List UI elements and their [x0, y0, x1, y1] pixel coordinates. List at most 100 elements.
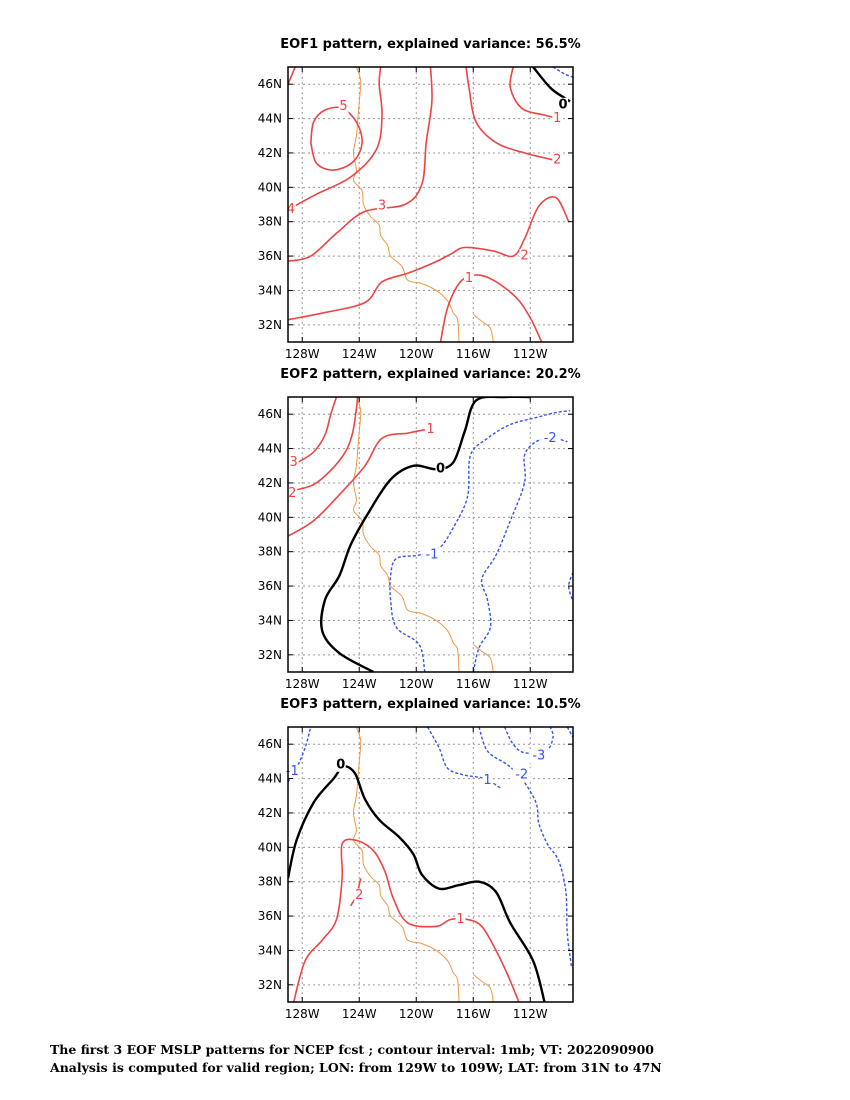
eof2-contour-neg3	[567, 572, 573, 602]
contour-label: -2	[544, 431, 557, 446]
contour-label: 2	[355, 888, 363, 903]
eof3-ytick-label: 42N	[258, 806, 282, 820]
contour-label: 1	[426, 422, 434, 437]
eof3-ytick-label: 32N	[258, 978, 282, 992]
eof1-xtick-label: 120W	[399, 347, 434, 361]
eof3-coastline-gulf	[472, 974, 494, 1002]
eof2-panel: EOF2 pattern, explained variance: 20.2% 3…	[258, 367, 581, 691]
eof3-ytick-label: 38N	[258, 875, 282, 889]
contour-label: 1	[456, 912, 464, 927]
eof3-xtick-label: 112W	[513, 1007, 548, 1021]
caption-line-2: Analysis is computed for valid region; L…	[50, 1060, 662, 1075]
contour-label: 2	[553, 152, 561, 167]
contour-label-bg	[463, 271, 474, 286]
contour-label-bg	[335, 757, 346, 772]
eof1-contour-2	[288, 196, 570, 321]
contour-label-bg	[482, 773, 493, 788]
eof1-ytick-label: 36N	[258, 249, 282, 263]
eof1-panel: EOF1 pattern, explained variance: 56.5% 5…	[258, 37, 581, 361]
contour-label-bg	[425, 422, 436, 437]
eof1-ytick-label: 42N	[258, 146, 282, 160]
eof3-ytick-label: 40N	[258, 840, 282, 854]
contour-label-bg	[288, 455, 299, 470]
eof2-coastline	[352, 397, 460, 672]
eof3-ytick-label: 46N	[258, 737, 282, 751]
eof1-contour-1	[509, 67, 559, 120]
contour-label: 1	[553, 111, 561, 126]
eof2-ytick-label: 44N	[258, 442, 282, 456]
eof2-contour-1	[288, 428, 425, 537]
contour-label: -3	[532, 749, 545, 764]
contour-label: -2	[515, 768, 528, 783]
contour-label: -1	[425, 548, 438, 563]
eof2-contour-0	[320, 397, 531, 672]
contour-label-bg	[377, 199, 388, 214]
eof2-xtick-label: 112W	[513, 677, 548, 691]
eof1-contour-1	[439, 274, 543, 342]
eof2-ytick-label: 34N	[258, 613, 282, 627]
eof3-contour-neg2	[478, 727, 573, 968]
eof3-frame	[287, 726, 574, 1003]
contour-label: 0	[559, 97, 568, 112]
eof1-contour-0	[532, 67, 571, 103]
eof1-contour-2	[465, 67, 554, 161]
eof1-contour-5	[310, 106, 363, 171]
eof1-ytick-label: 34N	[258, 283, 282, 297]
contour-label-bg	[529, 749, 548, 764]
contour-label: 1	[465, 271, 473, 286]
eof1-contour-neg1	[552, 67, 573, 78]
eof2-xtick-label: 128W	[285, 677, 320, 691]
eof2-contour-neg1	[389, 410, 571, 672]
eof1-contour-3	[288, 67, 433, 262]
eof2-ytick-label: 32N	[258, 648, 282, 662]
eof3-ytick-label: 34N	[258, 943, 282, 957]
contour-label-bg	[512, 768, 531, 783]
contour-label: 3	[290, 455, 298, 470]
contour-label-bg	[338, 99, 349, 114]
eof1-contour-1	[288, 67, 296, 85]
eof1-ytick-label: 44N	[258, 112, 282, 126]
eof2-xtick-label: 120W	[399, 677, 434, 691]
contour-label-bg	[422, 548, 441, 563]
eof3-xtick-label: 128W	[285, 1007, 320, 1021]
contour-label-bg	[552, 152, 563, 167]
contour-label-bg	[287, 486, 298, 501]
eof3-title: EOF3 pattern, explained variance: 10.5%	[280, 697, 580, 712]
eof3-contour-0	[288, 765, 546, 1002]
eof2-ytick-label: 42N	[258, 476, 282, 490]
eof3-contour-neg3	[566, 727, 573, 738]
eof1-title: EOF1 pattern, explained variance: 56.5%	[280, 37, 580, 52]
eof3-coastline	[352, 727, 460, 1002]
eof1-xtick-label: 128W	[285, 347, 320, 361]
contour-label: 4	[287, 202, 295, 217]
contour-label: 2	[520, 249, 528, 264]
contour-label: -1	[286, 764, 299, 779]
eof1-xtick-label: 124W	[342, 347, 377, 361]
contour-label-bg	[519, 249, 530, 264]
contour-label-bg	[435, 462, 446, 477]
contour-label: 3	[378, 199, 386, 214]
caption-line-1: The first 3 EOF MSLP patterns for NCEP f…	[50, 1042, 654, 1057]
eof1-ytick-label: 46N	[258, 77, 282, 91]
contour-label: 0	[336, 757, 345, 772]
eof2-xtick-label: 116W	[456, 677, 491, 691]
eof2-ytick-label: 38N	[258, 545, 282, 559]
eof1-frame	[287, 66, 574, 343]
eof3-xtick-label: 124W	[342, 1007, 377, 1021]
eof2-frame	[287, 396, 574, 673]
eof2-xtick-label: 124W	[342, 677, 377, 691]
eof3-contour-1	[292, 838, 520, 1002]
contour-label-bg	[354, 888, 365, 903]
eof1-ytick-label: 32N	[258, 318, 282, 332]
eof3-contour-neg3	[503, 727, 554, 755]
contour-label-bg	[285, 202, 296, 217]
contour-label-bg	[552, 111, 563, 126]
eof1-contour-4	[288, 67, 383, 211]
contour-label: 2	[288, 486, 296, 501]
eof1-coastline	[352, 67, 460, 342]
eof2-coastline-gulf	[472, 644, 494, 672]
contour-label: 1	[483, 773, 491, 788]
eof3-ytick-label: 36N	[258, 909, 282, 923]
contour-label-bg	[541, 431, 560, 446]
